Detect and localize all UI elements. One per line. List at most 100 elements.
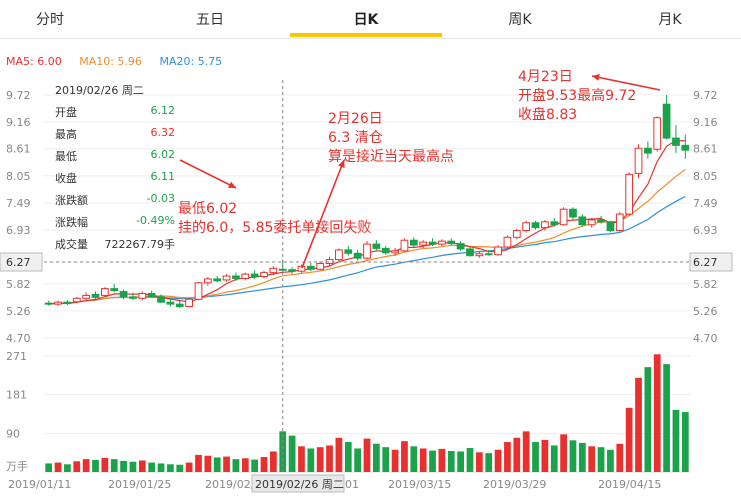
volume-bar	[251, 459, 259, 472]
crosshair-price-box-left	[0, 252, 43, 272]
volume-unit: 万手	[6, 459, 28, 473]
crosshair-date-box	[251, 474, 345, 493]
candle-body	[260, 272, 268, 278]
candle-body	[54, 301, 62, 305]
candle-body	[372, 243, 381, 249]
volume-bar	[92, 460, 99, 472]
annotation-feb26: 2月26日 6.3 清仓 算是接近当天最高点	[328, 111, 454, 165]
candle-body	[606, 221, 615, 232]
volume-bar	[532, 442, 539, 472]
volume-bar	[522, 431, 530, 472]
candle-body	[653, 117, 662, 150]
candle-body	[344, 249, 353, 254]
candle-body	[110, 288, 119, 292]
candle-body	[63, 301, 72, 305]
volume-bar	[494, 449, 502, 472]
candle-body	[363, 243, 371, 259]
volume-bar	[475, 452, 483, 472]
volume-bar	[204, 455, 212, 472]
volume-bar	[354, 448, 362, 472]
arrow-low	[179, 159, 237, 189]
volume-bar	[588, 446, 596, 472]
annotation-apr23: 4月23日 开盘9.53最高9.72 收盘8.83	[518, 69, 637, 123]
candle-body	[569, 208, 577, 218]
volume-bar	[635, 377, 642, 472]
volume-bar	[195, 454, 202, 472]
volume-bar	[625, 407, 633, 472]
volume-bar	[64, 464, 71, 472]
price-tick-left: 5.26	[6, 305, 31, 318]
candle-body	[391, 250, 399, 254]
price-tick-left: 9.72	[6, 89, 31, 102]
info-high-label: 最高	[55, 128, 77, 141]
info-panel: 2019/02/26 周二 开盘 6.12 最高 6.32 最低 6.02 收盘 6.1…	[50, 82, 180, 258]
volume-bar	[401, 441, 408, 472]
volume-bar	[120, 460, 127, 472]
tab-wuri[interactable]: 五日	[196, 12, 224, 28]
volume-bar	[504, 442, 511, 472]
info-pct-label: 涨跌幅	[55, 216, 88, 229]
candle-body	[129, 296, 137, 299]
volume-bar	[681, 412, 689, 472]
volume-bar	[213, 457, 221, 472]
candle-body	[475, 253, 484, 257]
crosshair-price-right: 6.27	[693, 256, 718, 269]
candle-body	[269, 267, 278, 274]
candle-body	[306, 265, 315, 270]
tab-zhouk[interactable]: 周K	[508, 12, 532, 28]
x-tick: 01	[345, 478, 359, 491]
candle-body	[278, 268, 287, 271]
x-tick: 2019/04/15	[598, 478, 661, 491]
price-tick-right: 5.26	[693, 305, 718, 318]
x-tick: 2019/01/11	[8, 478, 71, 491]
candle-body	[672, 137, 680, 146]
price-tick-right: 7.49	[693, 197, 718, 210]
volume-bar	[447, 451, 455, 472]
candle-body	[662, 103, 671, 139]
candle-body	[466, 248, 474, 257]
volume-bar	[288, 435, 296, 472]
volume-bar	[316, 447, 324, 472]
candle-body	[531, 222, 540, 229]
candle-body	[335, 249, 343, 261]
volume-bar	[372, 443, 380, 472]
price-tick-left: 5.82	[6, 278, 31, 291]
tab-yuek[interactable]: 月K	[658, 12, 682, 28]
volume-bar	[223, 456, 230, 472]
price-tick-left: 8.05	[6, 170, 31, 183]
tab-fenshi[interactable]: 分时	[36, 12, 64, 28]
x-tick: 2019/03/29	[483, 478, 546, 491]
volume-bar	[466, 448, 474, 472]
candle-body	[138, 292, 147, 299]
volume-tick: 90	[6, 427, 20, 440]
volume-bar	[616, 443, 624, 472]
candle-body	[484, 253, 493, 256]
volume-bar	[138, 460, 146, 472]
info-change-value: -0.03	[146, 192, 175, 205]
volume-bar	[550, 445, 558, 472]
ma10-label: MA10: 5.96	[79, 55, 142, 68]
candle-body	[681, 144, 690, 151]
tab-rik[interactable]: 日K	[353, 12, 379, 28]
volume-bar	[82, 459, 90, 472]
x-tick: 2019/01/25	[108, 478, 171, 491]
candle-body	[119, 291, 128, 298]
price-tick-left: 6.93	[6, 224, 31, 237]
candle-body	[634, 147, 643, 174]
candle-body	[175, 303, 184, 308]
info-open-value: 6.12	[150, 104, 176, 117]
x-tick: 2019/02/26 周二	[255, 478, 344, 491]
volume-bar	[110, 459, 118, 472]
candle-body	[578, 216, 587, 226]
candle-body	[203, 278, 212, 284]
crosshair-price-box-right	[689, 252, 733, 272]
volume-bar	[167, 464, 174, 472]
candle-body	[91, 293, 100, 298]
candle-body	[550, 221, 559, 226]
volume-bar	[560, 434, 567, 472]
candle-body	[494, 246, 502, 256]
candle-body	[353, 252, 362, 259]
candle-body	[503, 236, 512, 248]
candle-body	[541, 221, 549, 229]
